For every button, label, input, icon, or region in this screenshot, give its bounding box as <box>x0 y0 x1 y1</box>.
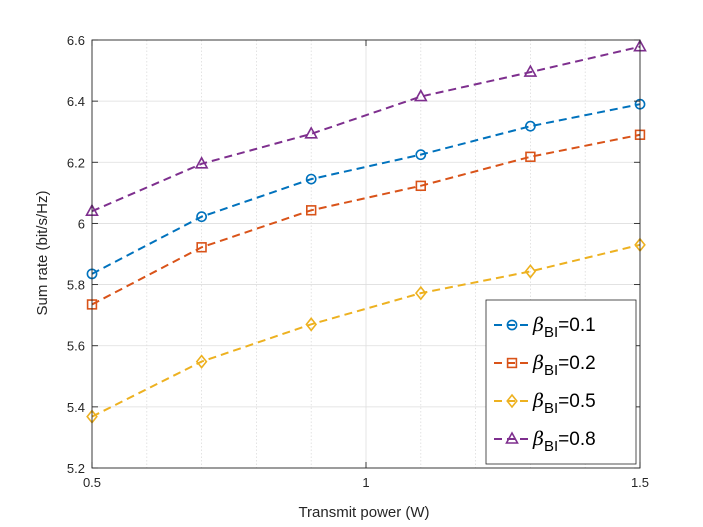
legend-subscript: BI <box>544 362 558 379</box>
data-point-square <box>525 151 536 162</box>
data-point-triangle <box>413 88 428 102</box>
data-point-triangle <box>194 156 209 169</box>
legend-subscript: BI <box>544 324 558 341</box>
data-point-triangle <box>304 126 319 139</box>
legend-beta-symbol: β <box>532 314 544 336</box>
legend-value: =0.1 <box>558 315 596 336</box>
legend-label: βBI=0.8 <box>532 428 596 455</box>
data-point-circle <box>415 149 427 161</box>
series-line <box>91 103 641 275</box>
data-point-diamond <box>506 393 518 409</box>
x-tick-label: 1 <box>362 475 369 490</box>
axes-layer <box>91 39 641 469</box>
legend-label: βBI=0.2 <box>532 352 596 379</box>
legend-entry: βBI=0.5 <box>494 390 596 417</box>
data-point-square <box>506 357 518 369</box>
y-tick-label: 5.2 <box>67 461 85 476</box>
data-point-diamond <box>305 317 318 332</box>
data-point-circle <box>506 319 518 331</box>
legend-subscript: BI <box>544 400 558 417</box>
legend-value: =0.8 <box>558 429 596 450</box>
x-tick-label: 0.5 <box>83 475 101 490</box>
legend-entry: βBI=0.1 <box>494 314 596 341</box>
data-point-diamond <box>414 285 427 301</box>
legend-beta-symbol: β <box>532 352 544 374</box>
legend-entry: βBI=0.2 <box>494 352 596 379</box>
data-point-diamond <box>524 264 537 279</box>
y-tick-label: 6.6 <box>67 33 85 48</box>
tick-label-layer: 0.5 1 1.5 5.2 5.4 5.6 5.8 6 6.2 6.4 6.6 <box>67 33 649 490</box>
legend-beta-symbol: β <box>532 390 544 412</box>
y-tick-label: 5.8 <box>67 278 85 293</box>
y-tick-label: 6.2 <box>67 155 85 170</box>
y-tick-label: 6 <box>78 216 85 231</box>
series-4 <box>85 39 647 216</box>
x-axis-label: Transmit power (W) <box>298 504 429 521</box>
legend-value: =0.5 <box>558 391 596 412</box>
data-point-square <box>415 180 426 192</box>
x-tick-label: 1.5 <box>631 475 649 490</box>
series-line <box>91 243 641 418</box>
legend-value: =0.2 <box>558 353 596 374</box>
data-point-square <box>196 242 207 253</box>
legend-label: βBI=0.5 <box>532 390 596 417</box>
data-point-triangle <box>523 64 538 77</box>
y-tick-label: 5.4 <box>67 400 85 415</box>
legend-beta-symbol: β <box>532 428 544 450</box>
series-line <box>91 45 641 213</box>
data-point-square <box>305 205 317 216</box>
legend-box <box>485 299 637 465</box>
legend-entry: βBI=0.8 <box>494 428 596 455</box>
y-tick-label: 6.4 <box>67 94 85 109</box>
legend-label: βBI=0.1 <box>532 314 596 341</box>
series-line <box>91 133 641 306</box>
y-tick-label: 5.6 <box>67 339 85 354</box>
data-point-circle <box>525 120 536 132</box>
data-point-triangle <box>505 431 519 444</box>
legend-subscript: BI <box>544 438 558 455</box>
data-point-circle <box>196 211 207 223</box>
y-axis-label: Sum rate (bit/s/Hz) <box>34 190 51 315</box>
data-point-circle <box>305 173 317 185</box>
data-point-diamond <box>195 354 208 369</box>
